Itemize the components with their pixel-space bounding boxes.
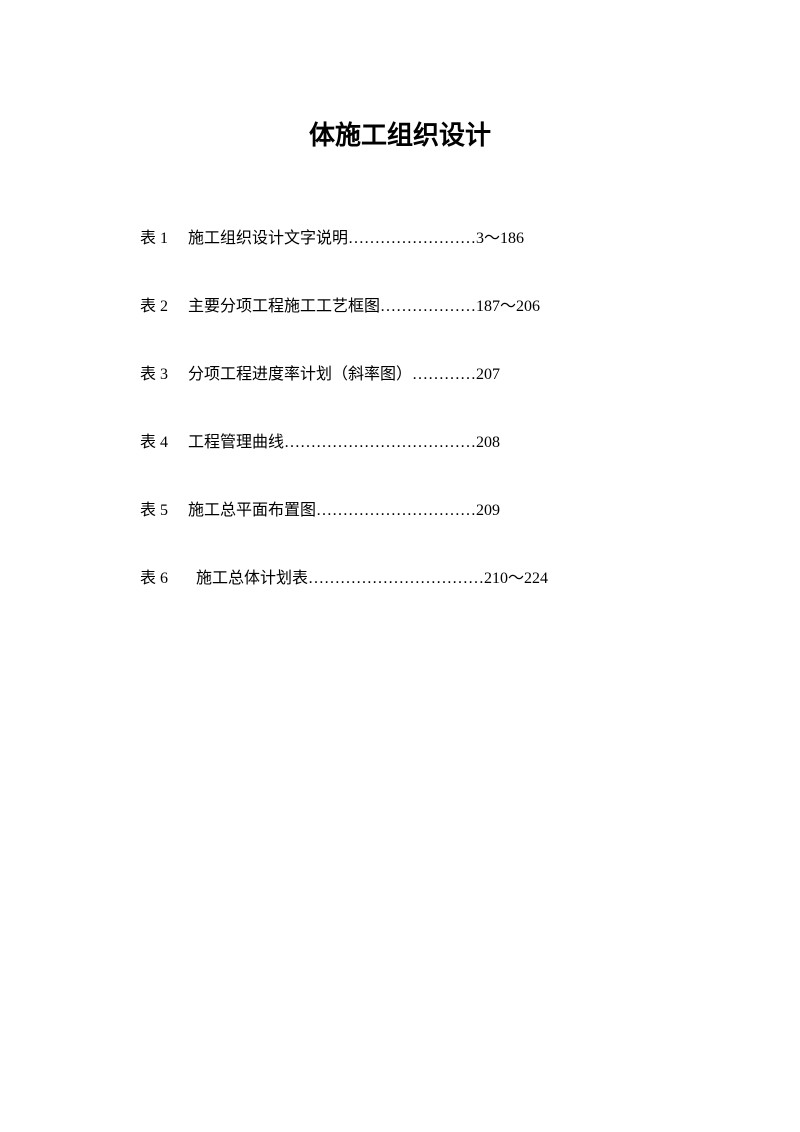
toc-entry-dots: ……………………………… bbox=[284, 434, 476, 451]
toc-entry: 表 3 分项工程进度率计划（斜率图）…………207 bbox=[140, 363, 700, 387]
toc-entry: 表 1 施工组织设计文字说明……………………3～186 bbox=[140, 227, 700, 251]
toc-entry-name: 工程管理曲线 bbox=[188, 434, 284, 451]
toc-entry-name: 施工组织设计文字说明 bbox=[188, 230, 348, 247]
toc-entry-label: 表 6 bbox=[140, 570, 168, 587]
toc-entry-dots: …………………………… bbox=[308, 570, 484, 587]
toc-entry-page: 207 bbox=[476, 366, 500, 383]
toc-entry-label: 表 2 bbox=[140, 298, 168, 315]
document-title: 体施工组织设计 bbox=[100, 115, 700, 152]
table-of-contents: 表 1 施工组织设计文字说明……………………3～186 表 2 主要分项工程施工… bbox=[100, 227, 700, 591]
toc-entry-page: 187～206 bbox=[476, 298, 540, 315]
toc-entry-label: 表 5 bbox=[140, 502, 168, 519]
toc-entry-dots: ………… bbox=[412, 366, 476, 383]
toc-entry: 表 4 工程管理曲线………………………………208 bbox=[140, 431, 700, 455]
toc-entry: 表 2 主要分项工程施工工艺框图………………187～206 bbox=[140, 295, 700, 319]
toc-entry-page: 210～224 bbox=[484, 570, 548, 587]
toc-entry: 表 6 施工总体计划表……………………………210～224 bbox=[140, 567, 700, 591]
document-page: 体施工组织设计 表 1 施工组织设计文字说明……………………3～186 表 2 … bbox=[0, 0, 800, 735]
toc-entry-name: 施工总体计划表 bbox=[196, 570, 308, 587]
toc-entry-page: 3～186 bbox=[476, 230, 524, 247]
toc-entry-page: 209 bbox=[476, 502, 500, 519]
toc-entry-label: 表 3 bbox=[140, 366, 168, 383]
toc-entry-dots: …………………… bbox=[348, 230, 476, 247]
toc-entry-name: 分项工程进度率计划（斜率图） bbox=[188, 366, 412, 383]
toc-entry-name: 主要分项工程施工工艺框图 bbox=[188, 298, 380, 315]
toc-entry-label: 表 4 bbox=[140, 434, 168, 451]
toc-entry-label: 表 1 bbox=[140, 230, 168, 247]
toc-entry-name: 施工总平面布置图 bbox=[188, 502, 316, 519]
toc-entry-dots: ……………… bbox=[380, 298, 476, 315]
toc-entry-dots: ………………………… bbox=[316, 502, 476, 519]
toc-entry: 表 5 施工总平面布置图…………………………209 bbox=[140, 499, 700, 523]
toc-entry-page: 208 bbox=[476, 434, 500, 451]
